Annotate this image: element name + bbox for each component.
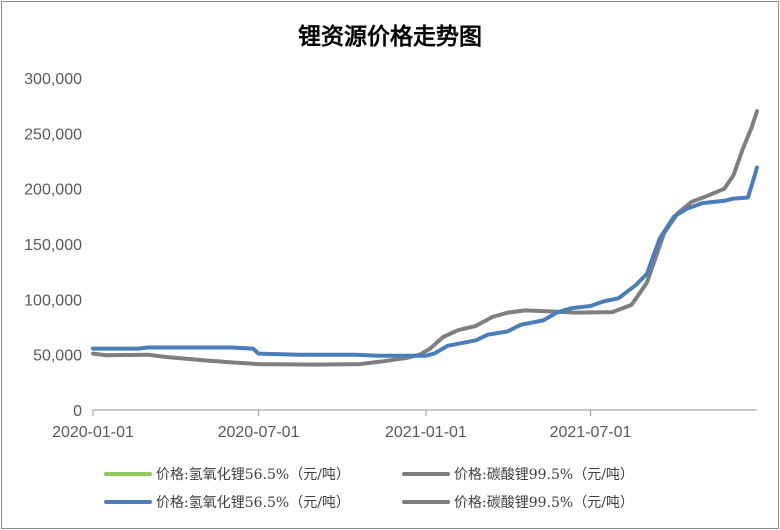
- y-tick-label: 50,000: [33, 348, 82, 365]
- legend: 价格:氢氧化锂56.5%（元/吨） 价格:碳酸锂99.5%（元/吨） 价格:氢氧化锂…: [104, 467, 634, 511]
- legend-label: 价格:碳酸锂99.5%（元/吨）: [454, 495, 634, 511]
- y-tick-label: 0: [73, 403, 82, 420]
- y-tick-label: 250,000: [24, 126, 82, 143]
- y-axis-ticks: 0 50,000 100,000 150,000 200,000 250,000 300,0…: [24, 71, 82, 420]
- chart-title: 锂资源价格走势图: [298, 23, 482, 50]
- y-tick-label: 100,000: [24, 292, 82, 309]
- series-layer: [91, 109, 759, 367]
- legend-label: 价格:氢氧化锂56.5%（元/吨）: [156, 467, 350, 483]
- series-line-1: [91, 109, 759, 367]
- legend-label: 价格:氢氧化锂56.5%（元/吨）: [156, 495, 350, 511]
- x-tick-label: 2020-01-01: [52, 424, 134, 441]
- y-tick-label: 200,000: [24, 182, 82, 199]
- y-tick-label: 300,000: [24, 71, 82, 88]
- x-tick-label: 2021-01-01: [385, 424, 467, 441]
- series-line-0: [91, 165, 759, 358]
- x-tick-label: 2021-07-01: [550, 424, 632, 441]
- y-tick-label: 150,000: [24, 237, 82, 254]
- legend-label: 价格:碳酸锂99.5%（元/吨）: [454, 467, 634, 483]
- x-tick-label: 2020-07-01: [218, 424, 300, 441]
- x-axis: 2020-01-01 2020-07-01 2021-01-01 2021-07-01: [52, 409, 757, 441]
